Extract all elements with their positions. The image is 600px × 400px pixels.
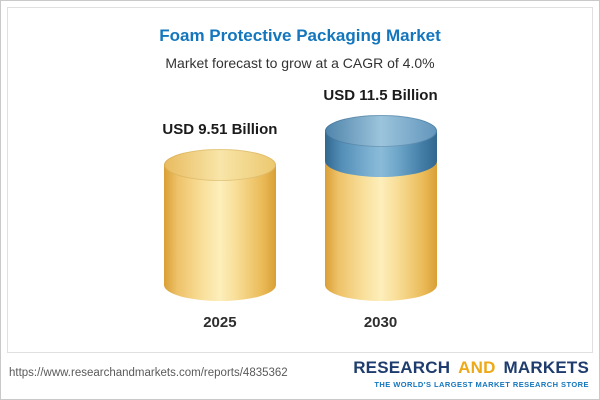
logo-and: AND (458, 357, 496, 377)
bar-2025-top (163, 149, 276, 181)
brand-logo-wordmark: RESEARCH AND MARKETS (353, 358, 589, 378)
value-label-2025: USD 9.51 Billion (162, 121, 278, 138)
logo-markets: MARKETS (503, 357, 589, 377)
bar-2030-body (324, 159, 437, 301)
footer: https://www.researchandmarkets.com/repor… (1, 353, 599, 399)
bar-group-2030: USD 11.5 Billion 2030 (323, 87, 437, 331)
category-label-2025: 2025 (203, 314, 237, 331)
plot-area: USD 9.51 Billion 2025 USD 11.5 Billion 2… (8, 87, 592, 331)
value-label-2030: USD 11.5 Billion (323, 87, 438, 104)
chart-subtitle: Market forecast to grow at a CAGR of 4.0… (165, 55, 435, 71)
bar-group-2025: USD 9.51 Billion 2025 (162, 121, 277, 331)
bar-2030 (324, 115, 437, 301)
bar-2030-cap-top (324, 115, 437, 147)
chart-card: Foam Protective Packaging Market Market … (7, 7, 593, 353)
category-label-2030: 2030 (363, 314, 398, 331)
source-url: https://www.researchandmarkets.com/repor… (9, 367, 288, 379)
chart-title: Foam Protective Packaging Market (159, 26, 441, 45)
bar-2025-body (163, 165, 276, 301)
logo-tagline: THE WORLD'S LARGEST MARKET RESEARCH STOR… (374, 379, 589, 389)
bar-2025 (163, 149, 276, 301)
logo-research: RESEARCH (353, 357, 451, 377)
brand-logo: RESEARCH AND MARKETS THE WORLD'S LARGEST… (353, 358, 589, 389)
